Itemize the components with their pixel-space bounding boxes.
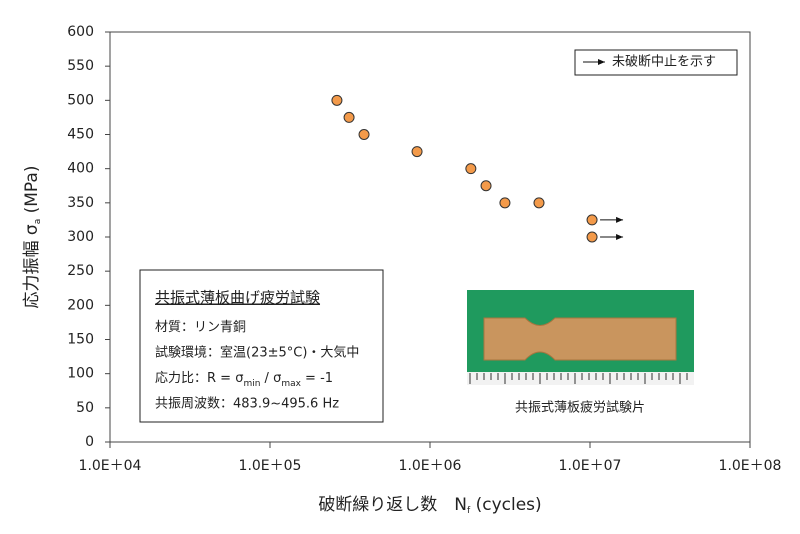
x-axis-label-part: (cycles) (470, 495, 541, 515)
info-line-part: 共振周波数：483.9~495.6 Hz (155, 396, 339, 411)
data-point (586, 214, 598, 226)
info-line-part: 材質：リン青銅 (155, 320, 246, 335)
info-box (139, 269, 384, 423)
info-line-part: 応力比：R = σ (155, 371, 243, 386)
x-axis-label-part: 破断繰り返し数 N (318, 495, 467, 515)
y-tick-label: 50 (76, 400, 94, 416)
specimen-photo (467, 290, 694, 385)
data-point (343, 111, 355, 123)
y-tick-label: 100 (67, 366, 94, 382)
data-point (465, 163, 477, 175)
info-line: 材質：リン青銅 (155, 320, 246, 335)
data-point (411, 146, 423, 158)
y-axis-label-part: a (33, 219, 43, 225)
info-line-part: = -1 (301, 371, 333, 386)
data-point (331, 94, 343, 106)
y-tick-label: 200 (67, 297, 94, 313)
y-tick-label: 0 (85, 434, 94, 450)
info-title: 共振式薄板曲げ疲労試験 (155, 289, 320, 307)
data-point (480, 180, 492, 192)
info-line-part: max (281, 379, 301, 389)
x-tick-label: 1.0E＋06 (399, 458, 462, 474)
info-line: 共振周波数：483.9~495.6 Hz (155, 396, 339, 411)
info-line: 応力比：R = σmin / σmax = -1 (155, 371, 333, 389)
photo-caption: 共振式薄板疲労試験片 (515, 400, 645, 416)
x-axis-label-part: f (467, 506, 471, 516)
y-tick-label: 250 (67, 263, 94, 279)
x-tick-label: 1.0E＋05 (239, 458, 302, 474)
data-point (586, 231, 598, 243)
data-point (499, 197, 511, 209)
x-tick-label: 1.0E＋08 (719, 458, 782, 474)
x-tick-label: 1.0E＋07 (559, 458, 622, 474)
y-tick-label: 350 (67, 195, 94, 211)
legend-label: 未破断中止を示す (612, 55, 716, 70)
y-tick-label: 300 (67, 229, 94, 245)
y-tick-label: 150 (67, 332, 94, 348)
y-tick-label: 400 (67, 161, 94, 177)
x-axis-label: 破断繰り返し数 Nf (cycles) (318, 495, 541, 516)
y-axis-label: 応力振幅 σa (MPa) (22, 166, 43, 309)
info-line-part: min (243, 379, 260, 389)
y-tick-label: 450 (67, 127, 94, 143)
y-tick-label: 600 (67, 24, 94, 40)
info-line: 試験環境：室温(23±5°C)・大気中 (155, 344, 359, 360)
x-tick-label: 1.0E＋04 (79, 458, 142, 474)
y-axis-label-part: (MPa) (22, 166, 42, 219)
info-line-part: 試験環境：室温(23±5°C)・大気中 (155, 344, 359, 360)
y-tick-label: 550 (67, 58, 94, 74)
y-tick-label: 500 (67, 92, 94, 108)
info-line-part: / σ (260, 371, 281, 386)
data-point (533, 197, 545, 209)
data-point (358, 129, 370, 140)
y-axis-label-part: 応力振幅 σ (22, 224, 42, 308)
